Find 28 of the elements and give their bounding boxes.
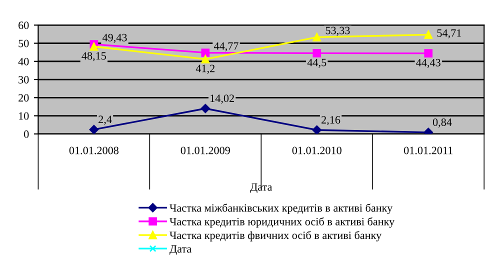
x-tick-label: 01.01.2010 [292,146,342,154]
y-tick-label: 10 [19,112,29,120]
data-label: 54,71 [437,29,462,38]
x-tick-label: 01.01.2008 [69,146,119,154]
legend-label: Частка кредитів юридичних осіб в активі банку [170,217,395,228]
y-tick-label: 20 [18,94,29,102]
legend-label: Частка міжбанківських кредитів в активі банку [170,204,393,214]
y-tick-label: 30 [18,76,29,84]
y-tick-label: 0 [24,130,29,138]
data-label: 44,5 [307,58,326,68]
x-tick-label: 01.01.2009 [180,146,230,154]
data-label: 2,16 [322,116,340,126]
data-label: 49,43 [102,34,127,43]
x-tick-label: 01.01.2011 [404,146,452,154]
data-label: 14,02 [210,94,234,104]
x-axis-title: Дата [250,183,272,193]
data-label: 2,4 [98,116,112,125]
y-tick-label: 60 [18,22,29,30]
data-label: 44,77 [214,42,238,52]
data-label: 44,43 [416,58,440,68]
data-label: 53,33 [326,26,350,36]
legend-label: Частка кредитів фвичних осіб в активі банку [170,231,382,242]
data-label: 0,84 [432,118,452,128]
y-tick-label: 40 [18,58,29,66]
data-label: 48,15 [82,52,106,62]
data-label: 41,2 [196,64,215,74]
legend-label: Дата [170,245,192,255]
y-tick-label: 50 [18,40,29,48]
